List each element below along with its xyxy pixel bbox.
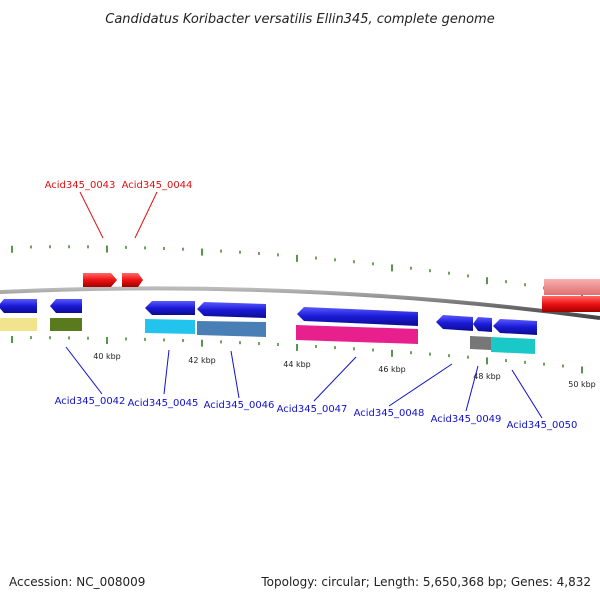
cog-block-yellow	[0, 318, 37, 331]
cog-block-olive	[50, 318, 82, 331]
leader-0047	[313, 356, 357, 402]
leader-0048	[388, 363, 453, 407]
tick-label-40: 40 kbp	[93, 352, 121, 361]
gene-block-right-red[interactable]	[542, 296, 600, 312]
tick-label-48: 48 kbp	[473, 372, 501, 381]
gene-label-0043[interactable]: Acid345_0043	[45, 180, 116, 191]
leader-0050	[511, 369, 543, 419]
gene-label-0047[interactable]: Acid345_0047	[277, 404, 348, 415]
forward-strand-genes	[83, 273, 600, 312]
topology-summary-text: Topology: circular; Length: 5,650,368 bp…	[260, 575, 591, 589]
gene-arrow-0047[interactable]	[297, 307, 418, 326]
gene-label-0042[interactable]: Acid345_0042	[55, 396, 126, 407]
gene-label-0048[interactable]: Acid345_0048	[354, 408, 425, 419]
gene-block-right-pink[interactable]	[544, 279, 600, 295]
gene-label-0045[interactable]: Acid345_0045	[128, 398, 199, 409]
gene-labels: Acid345_0043 Acid345_0044 Acid345_0042 A…	[45, 180, 578, 431]
tick-label-50: 50 kbp	[568, 380, 596, 389]
cog-block-steel	[197, 321, 266, 337]
gene-arrow-0042a[interactable]	[0, 299, 37, 313]
gene-arrow-0049[interactable]	[473, 317, 492, 332]
kbp-labels: 40 kbp 42 kbp 44 kbp 46 kbp 48 kbp 50 kb…	[93, 352, 596, 389]
gene-label-0049[interactable]: Acid345_0049	[431, 414, 502, 425]
accession-text: Accession: NC_008009	[9, 575, 145, 589]
cog-block-cyan	[145, 319, 195, 334]
cog-block-gray	[470, 336, 491, 350]
gene-arrow-0043[interactable]	[83, 273, 117, 287]
gene-arrow-0042[interactable]	[50, 299, 82, 313]
genome-backbone	[0, 286, 600, 320]
gene-label-0050[interactable]: Acid345_0050	[507, 420, 578, 431]
gene-label-0044[interactable]: Acid345_0044	[122, 180, 193, 191]
gene-arrow-0046[interactable]	[197, 302, 266, 318]
label-leader-lines	[65, 191, 543, 419]
tick-label-46: 46 kbp	[378, 365, 406, 374]
cog-block-magenta	[296, 325, 418, 344]
reverse-strand-genes	[0, 299, 537, 335]
tick-label-42: 42 kbp	[188, 356, 216, 365]
gene-label-0046[interactable]: Acid345_0046	[204, 400, 275, 411]
leader-0044	[134, 191, 158, 239]
leader-0042	[65, 346, 103, 395]
gene-arrow-0050[interactable]	[493, 319, 537, 335]
map-title: Candidatus Koribacter versatilis Ellin34…	[105, 12, 494, 27]
inner-tick-row	[11, 336, 583, 374]
leader-0046	[230, 350, 240, 399]
gene-arrow-0045[interactable]	[145, 301, 195, 315]
gene-arrow-0044[interactable]	[122, 273, 143, 287]
tick-label-44: 44 kbp	[283, 360, 311, 369]
gene-arrow-0048[interactable]	[436, 315, 473, 331]
leader-0045	[163, 349, 170, 395]
cog-block-teal	[491, 337, 535, 354]
leader-0049	[465, 365, 479, 412]
leader-0043	[79, 191, 104, 239]
cog-color-blocks	[0, 318, 535, 354]
